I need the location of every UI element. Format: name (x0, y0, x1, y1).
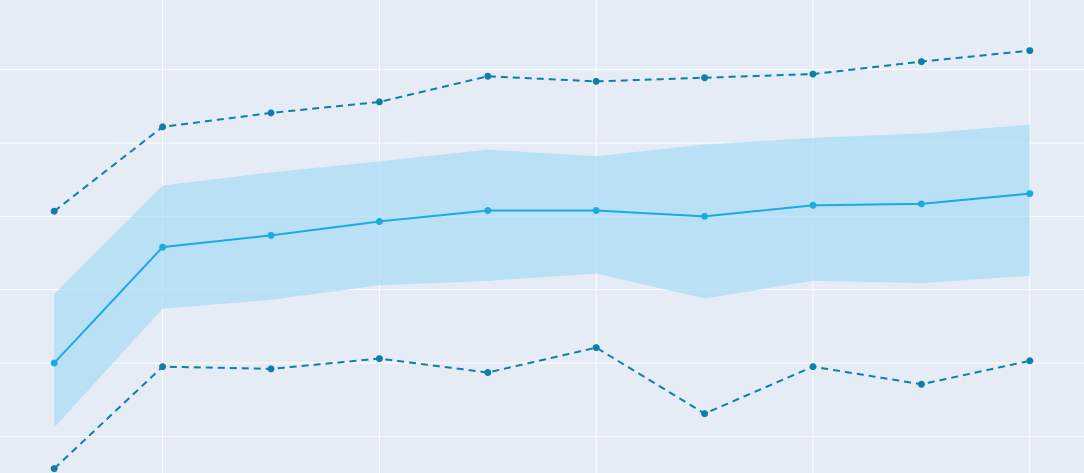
mean-point-5 (484, 206, 492, 214)
min-point-7 (701, 410, 709, 418)
max-point-1 (50, 207, 58, 215)
max-point-5 (484, 72, 492, 80)
max-point-3 (267, 109, 275, 117)
mean-line (53, 192, 1030, 364)
max-point-7 (701, 74, 709, 82)
min-point-5 (484, 369, 492, 377)
max-point-8 (809, 70, 817, 78)
min-point-9 (917, 380, 925, 388)
max-line (53, 49, 1030, 212)
mean-point-8 (809, 201, 817, 209)
max-point-10 (1026, 47, 1034, 55)
mean-point-4 (375, 217, 383, 225)
max-point-2 (159, 123, 167, 131)
series-lines-layer (53, 49, 1031, 470)
min-line (53, 346, 1031, 470)
spread-band-layer (54, 124, 1030, 428)
mean-point-3 (267, 231, 275, 239)
mean-point-6 (592, 206, 600, 214)
max-point-4 (375, 98, 383, 106)
mean-point-10 (1026, 190, 1034, 198)
mean-point-1 (50, 359, 58, 367)
spread-band (54, 124, 1030, 428)
max-point-6 (592, 77, 600, 85)
min-point-10 (1026, 357, 1034, 365)
min-point-8 (809, 363, 817, 371)
max-point-9 (917, 58, 925, 66)
mean-point-2 (159, 243, 167, 251)
min-point-6 (592, 344, 600, 352)
min-point-4 (375, 355, 383, 363)
mean-point-9 (917, 200, 925, 208)
min-point-1 (50, 465, 58, 473)
min-point-2 (159, 363, 167, 371)
mean-point-7 (701, 212, 709, 220)
data-points-layer (50, 47, 1034, 473)
min-point-3 (267, 365, 275, 373)
